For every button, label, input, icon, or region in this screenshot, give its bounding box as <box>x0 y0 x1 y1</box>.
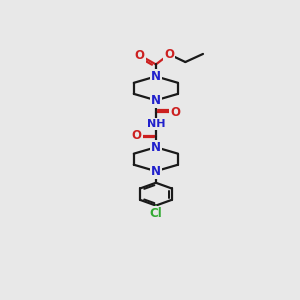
Text: Cl: Cl <box>149 207 162 220</box>
Text: O: O <box>132 129 142 142</box>
Text: N: N <box>151 70 161 83</box>
Text: O: O <box>135 49 145 62</box>
Text: O: O <box>164 48 174 61</box>
Text: N: N <box>151 94 161 107</box>
Text: N: N <box>151 165 161 178</box>
Text: NH: NH <box>147 119 165 129</box>
Text: O: O <box>170 106 180 119</box>
Text: N: N <box>151 141 161 154</box>
